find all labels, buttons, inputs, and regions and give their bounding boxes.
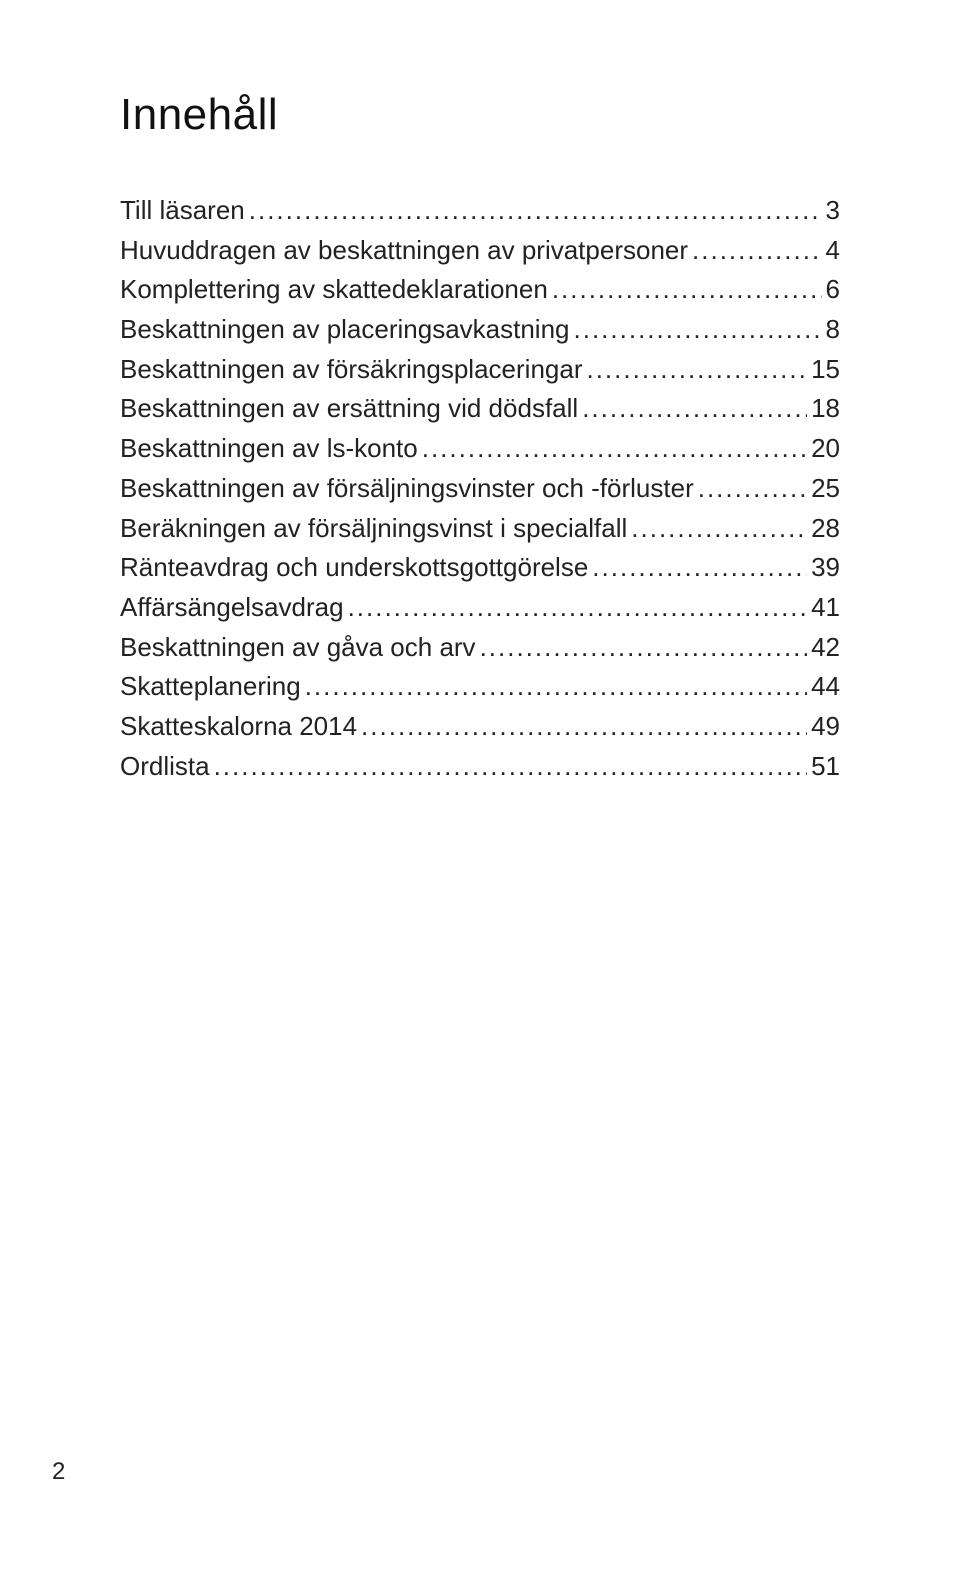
toc-leader-dots (698, 470, 807, 508)
toc-entry-label: Skatteskalorna 2014 (120, 708, 357, 746)
toc-entry-page: 51 (811, 748, 840, 786)
toc-entry-page: 44 (811, 668, 840, 706)
toc-entry-page: 25 (811, 470, 840, 508)
toc-entry-label: Beräkningen av försäljningsvinst i speci… (120, 510, 627, 548)
toc-entry: Skatteplanering 44 (120, 668, 840, 706)
toc-entry-label: Beskattningen av gåva och arv (120, 629, 476, 667)
toc-entry-label: Beskattningen av ls-konto (120, 430, 418, 468)
toc-leader-dots (592, 549, 807, 587)
toc-leader-dots (631, 510, 807, 548)
toc-leader-dots (305, 668, 807, 706)
document-page: Innehåll Till läsaren 3 Huvuddragen av bes… (0, 0, 960, 1574)
toc-entry: Beskattningen av placeringsavkastning 8 (120, 311, 840, 349)
toc-entry-page: 39 (811, 549, 840, 587)
toc-entry-label: Beskattningen av försäkringsplaceringar (120, 351, 582, 389)
toc-entry-page: 28 (811, 510, 840, 548)
toc-entry: Beskattningen av försäkringsplaceringar 1… (120, 351, 840, 389)
toc-leader-dots (586, 351, 807, 389)
toc-entry-label: Beskattningen av placeringsavkastning (120, 311, 570, 349)
toc-leader-dots (574, 311, 822, 349)
toc-entry-page: 18 (811, 390, 840, 428)
toc-entry: Affärsängelsavdrag 41 (120, 589, 840, 627)
page-title: Innehåll (120, 90, 840, 140)
toc-entry-label: Till läsaren (120, 192, 245, 230)
toc-entry-page: 41 (811, 589, 840, 627)
toc-entry-label: Beskattningen av försäljningsvinster och… (120, 470, 694, 508)
toc-entry-label: Ränteavdrag och underskottsgottgörelse (120, 549, 588, 587)
toc-entry: Beräkningen av försäljningsvinst i speci… (120, 510, 840, 548)
toc-entry: Huvuddragen av beskattningen av privatpe… (120, 232, 840, 270)
toc-entry: Skatteskalorna 2014 49 (120, 708, 840, 746)
toc-entry-page: 49 (811, 708, 840, 746)
toc-entry-page: 42 (811, 629, 840, 667)
toc-entry: Komplettering av skattedeklarationen 6 (120, 271, 840, 309)
toc-entry: Ränteavdrag och underskottsgottgörelse 39 (120, 549, 840, 587)
toc-leader-dots (582, 390, 807, 428)
toc-entry-page: 20 (811, 430, 840, 468)
toc-entry-page: 4 (826, 232, 840, 270)
toc-entry-label: Affärsängelsavdrag (120, 589, 344, 627)
toc-leader-dots (692, 232, 822, 270)
page-number: 2 (52, 1458, 65, 1486)
toc-entry: Beskattningen av ls-konto 20 (120, 430, 840, 468)
toc-entry-page: 8 (826, 311, 840, 349)
toc-entry-label: Huvuddragen av beskattningen av privatpe… (120, 232, 688, 270)
toc-entry-page: 6 (826, 271, 840, 309)
toc-leader-dots (348, 589, 808, 627)
toc-leader-dots (422, 430, 807, 468)
toc-entry: Beskattningen av försäljningsvinster och… (120, 470, 840, 508)
toc-entry-label: Skatteplanering (120, 668, 301, 706)
toc-entry: Beskattningen av gåva och arv 42 (120, 629, 840, 667)
toc-leader-dots (480, 629, 808, 667)
table-of-contents: Till läsaren 3 Huvuddragen av beskattninge… (120, 192, 840, 785)
toc-entry: Ordlista 51 (120, 748, 840, 786)
toc-entry: Beskattningen av ersättning vid dödsfall… (120, 390, 840, 428)
toc-entry-label: Beskattningen av ersättning vid dödsfall (120, 390, 578, 428)
toc-entry-page: 3 (826, 192, 840, 230)
toc-entry-page: 15 (811, 351, 840, 389)
toc-leader-dots (552, 271, 822, 309)
toc-entry-label: Komplettering av skattedeklarationen (120, 271, 548, 309)
toc-leader-dots (249, 192, 822, 230)
toc-entry: Till läsaren 3 (120, 192, 840, 230)
toc-entry-label: Ordlista (120, 748, 210, 786)
toc-leader-dots (214, 748, 808, 786)
toc-leader-dots (361, 708, 807, 746)
